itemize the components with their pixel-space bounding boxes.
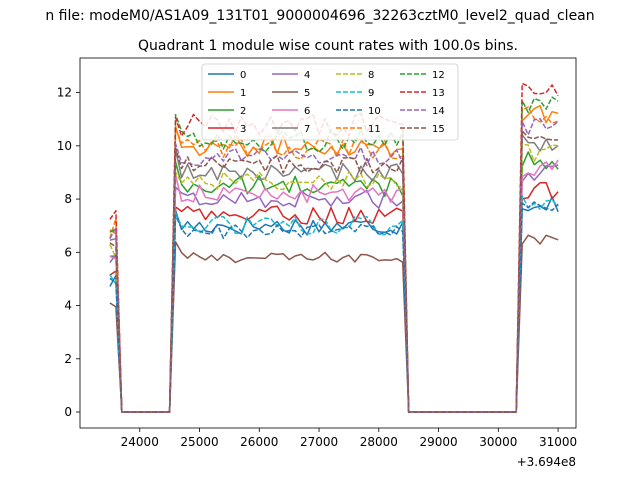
legend-label: 4 (304, 70, 310, 81)
chart-title: Quadrant 1 module wise count rates with … (138, 38, 518, 54)
y-tick-label: 8 (64, 192, 72, 206)
x-tick-label: 28000 (360, 435, 398, 449)
series-line-10 (109, 201, 559, 413)
y-tick-label: 6 (64, 245, 72, 259)
legend-label: 12 (432, 70, 445, 81)
y-axis: 0 2 4 6 8 10 12 (57, 86, 80, 419)
x-tick-label: 25000 (180, 435, 218, 449)
legend-label: 11 (368, 124, 381, 135)
x-tick-label: 29000 (419, 435, 457, 449)
legend-label: 2 (240, 106, 246, 117)
x-axis: 24000 25000 26000 27000 28000 29000 30000 31000 (121, 428, 577, 449)
x-tick-label: 31000 (539, 435, 577, 449)
y-tick-label: 2 (64, 352, 72, 366)
series-layer (109, 82, 559, 413)
y-tick-label: 10 (57, 139, 72, 153)
legend-label: 13 (432, 88, 445, 99)
legend-label: 0 (240, 70, 246, 81)
legend-box (201, 63, 459, 141)
legend-label: 9 (368, 88, 374, 99)
legend-label: 8 (368, 70, 374, 81)
series-line-15 (109, 130, 559, 413)
x-tick-label: 27000 (300, 435, 338, 449)
series-line-9 (109, 194, 559, 413)
legend-label: 10 (368, 106, 381, 117)
x-tick-label: 26000 (240, 435, 278, 449)
y-tick-label: 4 (64, 299, 72, 313)
legend-label: 15 (432, 124, 445, 135)
x-tick-label: 30000 (479, 435, 517, 449)
x-axis-offset-label: +3.694e8 (517, 455, 576, 469)
legend-label: 6 (304, 106, 310, 117)
figure-suptitle: n file: modeM0/AS1A09_131T01_9000004696_… (45, 8, 594, 24)
legend-label: 5 (304, 88, 310, 99)
y-tick-label: 12 (57, 86, 72, 100)
legend-label: 7 (304, 124, 310, 135)
legend-label: 3 (240, 124, 246, 135)
y-tick-label: 0 (64, 405, 72, 419)
legend-label: 1 (240, 88, 246, 99)
legend-label: 14 (432, 106, 445, 117)
x-tick-label: 24000 (121, 435, 159, 449)
plot-frame (79, 57, 577, 429)
